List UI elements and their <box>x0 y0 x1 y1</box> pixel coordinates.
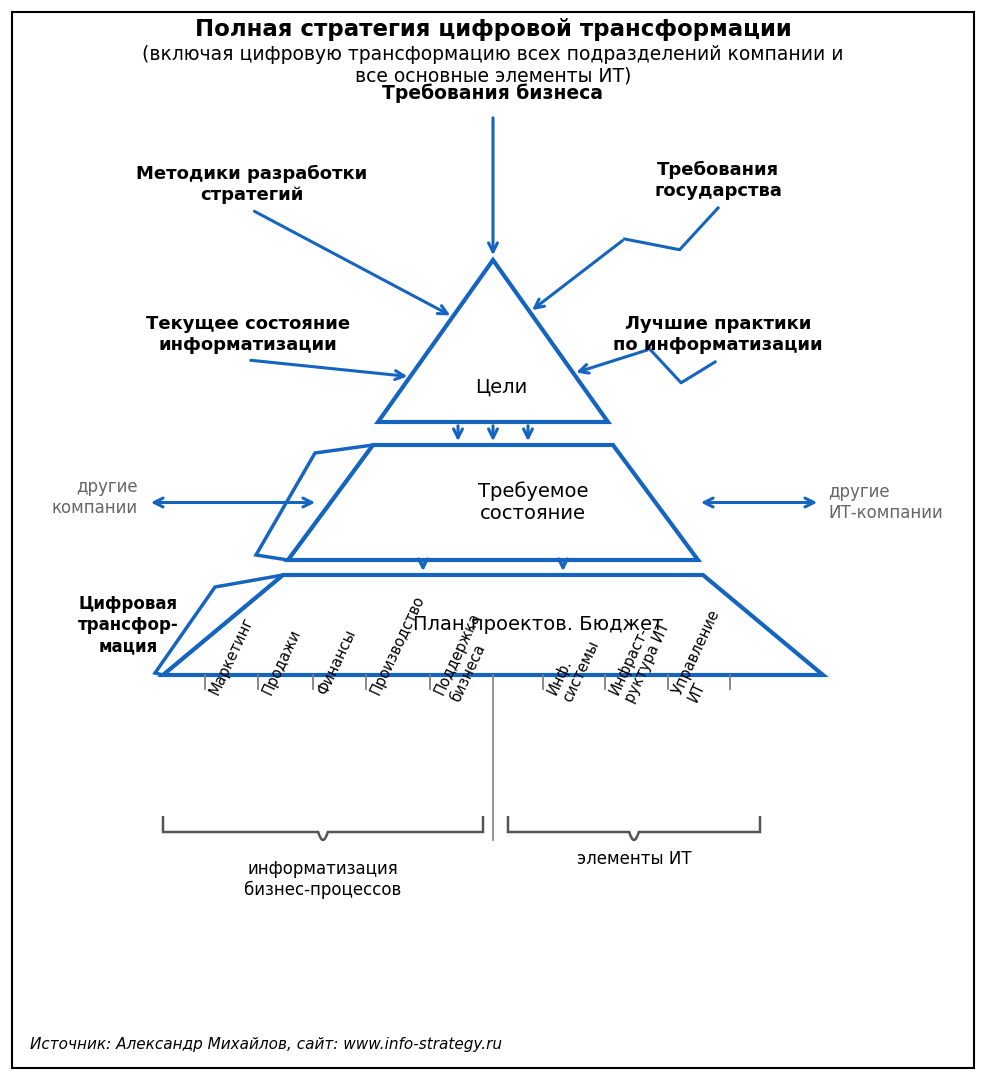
Text: Лучшие практики
по информатизации: Лучшие практики по информатизации <box>613 315 822 354</box>
Text: Текущее состояние
информатизации: Текущее состояние информатизации <box>146 315 350 354</box>
Text: Поддержка
бизнеса: Поддержка бизнеса <box>432 610 499 704</box>
Text: Инф.
системы: Инф. системы <box>545 632 602 704</box>
Text: Цели: Цели <box>475 378 528 396</box>
Text: Требования
государства: Требования государства <box>654 161 782 200</box>
Text: Финансы: Финансы <box>315 627 358 698</box>
Text: Полная стратегия цифровой трансформации: Полная стратегия цифровой трансформации <box>194 18 792 41</box>
Text: Управление
ИТ: Управление ИТ <box>670 608 739 704</box>
Text: элементы ИТ: элементы ИТ <box>577 850 691 868</box>
Text: План проектов. Бюджет: План проектов. Бюджет <box>413 616 664 634</box>
Text: другие
ИТ-компании: другие ИТ-компании <box>828 483 943 522</box>
Text: Производство: Производство <box>368 593 427 698</box>
Text: Инфраст-
руктура ИТ: Инфраст- руктура ИТ <box>607 612 672 704</box>
Text: Цифровая
трансфор-
мация: Цифровая трансфор- мация <box>78 595 178 654</box>
Text: Источник: Александр Михайлов, сайт: www.info-strategy.ru: Источник: Александр Михайлов, сайт: www.… <box>30 1037 502 1052</box>
Text: Маркетинг: Маркетинг <box>207 615 256 698</box>
Text: все основные элементы ИТ): все основные элементы ИТ) <box>355 67 631 86</box>
Text: Требуемое
состояние: Требуемое состояние <box>478 482 589 524</box>
Text: информатизация
бизнес-процессов: информатизация бизнес-процессов <box>245 860 401 899</box>
Text: Продажи: Продажи <box>260 627 304 698</box>
Text: Требования бизнеса: Требования бизнеса <box>383 83 603 103</box>
Text: (включая цифровую трансформацию всех подразделений компании и: (включая цифровую трансформацию всех под… <box>142 45 844 64</box>
Text: другие
компании: другие компании <box>52 478 138 517</box>
Text: Методики разработки
стратегий: Методики разработки стратегий <box>136 165 368 204</box>
